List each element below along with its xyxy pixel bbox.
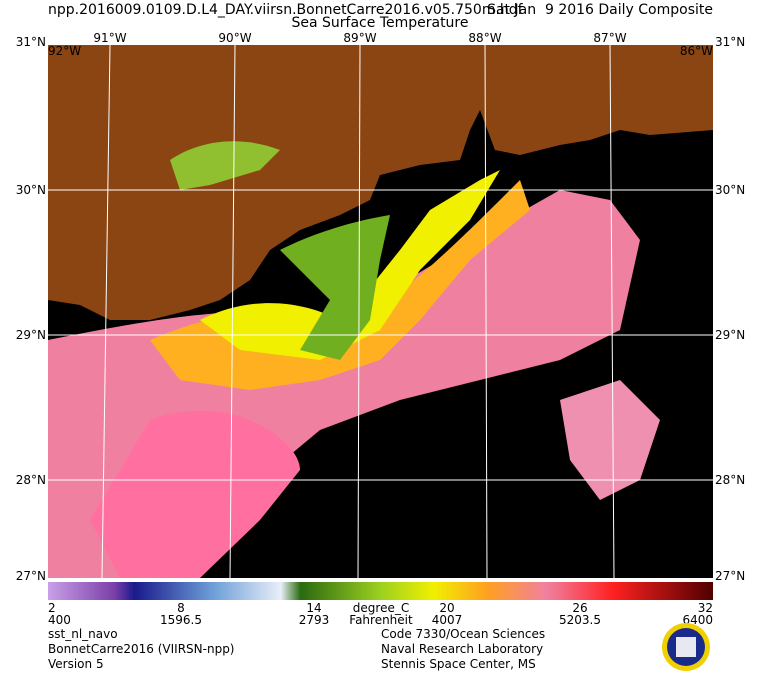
other-label: 1596.5 <box>160 613 202 627</box>
footer-left: sst_nl_navo <box>48 627 118 641</box>
graticule <box>48 44 713 579</box>
lon-label: 90°W <box>218 31 251 45</box>
nrl-logo <box>662 623 710 671</box>
lat-label-left: 30°N <box>16 183 46 197</box>
date: Sat Jan 9 2016 Daily Composite <box>487 2 713 18</box>
celsius-label: 32 <box>698 601 713 615</box>
lat-label-left: 29°N <box>16 328 46 342</box>
footer-right: Stennis Space Center, MS <box>381 657 536 671</box>
other-label: 2793 <box>299 613 330 627</box>
celsius-unit: degree_C <box>353 601 409 615</box>
colorbar <box>48 582 713 600</box>
map-image <box>48 45 713 578</box>
lat-label-right: 30°N <box>715 183 745 197</box>
lat-label-right: 31°N <box>715 35 745 49</box>
lat-label-right: 27°N <box>715 569 745 583</box>
footer-right: Code 7330/Ocean Sciences <box>381 627 545 641</box>
lat-label-right: 28°N <box>715 473 745 487</box>
celsius-label: 2 <box>48 601 56 615</box>
celsius-label: 8 <box>177 601 185 615</box>
lon-label: 92°W <box>48 44 81 58</box>
product: Sea Surface Temperature <box>292 15 469 31</box>
other-label: 400 <box>48 613 71 627</box>
lon-label: 91°W <box>93 31 126 45</box>
other-unit: Fahrenheit <box>349 613 413 627</box>
lon-label: 88°W <box>468 31 501 45</box>
celsius-label: 14 <box>306 601 321 615</box>
lat-label-left: 27°N <box>16 569 46 583</box>
lat-label-left: 28°N <box>16 473 46 487</box>
filename: npp.2016009.0109.D.L4_DAY.viirsn.BonnetC… <box>48 2 524 18</box>
footer-left: Version 5 <box>48 657 104 671</box>
lon-label: 86°W <box>680 44 713 58</box>
other-label: 4007 <box>432 613 463 627</box>
lat-label-right: 29°N <box>715 328 745 342</box>
celsius-label: 20 <box>439 601 454 615</box>
footer-right: Naval Research Laboratory <box>381 642 543 656</box>
lat-label-left: 31°N <box>16 35 46 49</box>
other-label: 5203.5 <box>559 613 601 627</box>
celsius-label: 26 <box>572 601 587 615</box>
footer-left: BonnetCarre2016 (VIIRSN-npp) <box>48 642 235 656</box>
lon-label: 87°W <box>593 31 626 45</box>
lon-label: 89°W <box>343 31 376 45</box>
